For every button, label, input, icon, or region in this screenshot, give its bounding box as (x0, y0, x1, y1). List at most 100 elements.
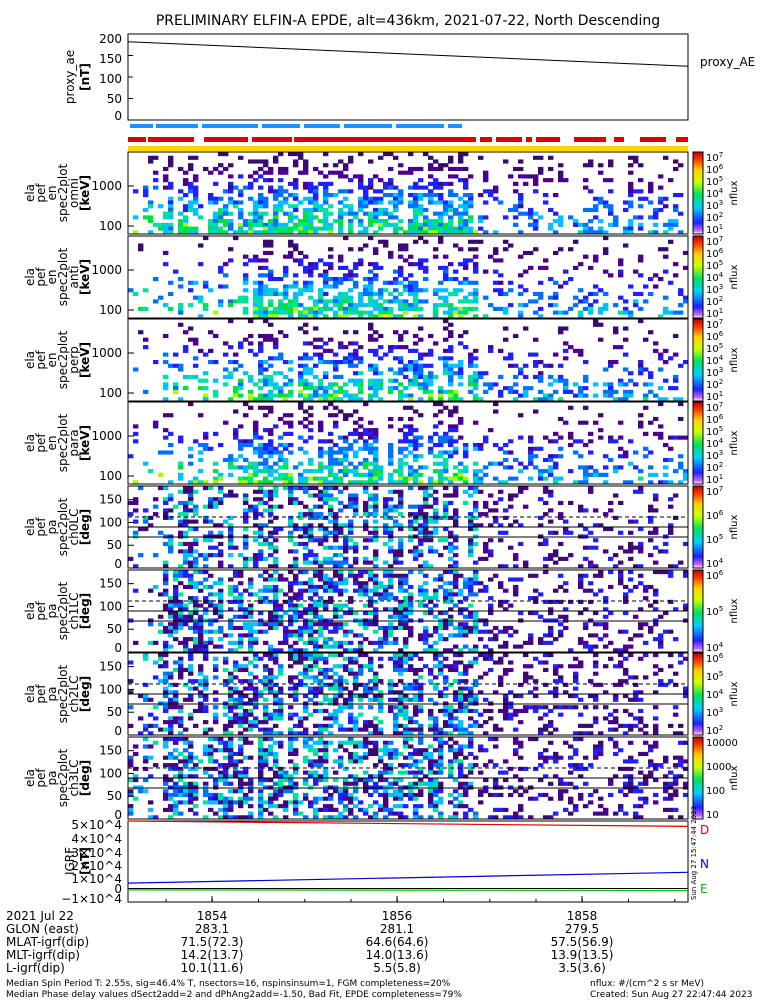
heatmap-cell (608, 389, 614, 394)
heatmap-cell (568, 345, 574, 350)
heatmap-cell (573, 439, 579, 444)
heatmap-cell (533, 155, 539, 160)
heatmap-cell (608, 527, 614, 532)
heatmap-cell (268, 389, 274, 394)
heatmap-cell (308, 675, 314, 680)
heatmap-cell (538, 166, 544, 172)
heatmap-cell (558, 222, 564, 227)
heatmap-cell (323, 480, 329, 485)
heatmap-cell (353, 588, 359, 593)
heatmap-cell (343, 189, 349, 194)
heatmap-cell (548, 374, 554, 380)
heatmap-cell (428, 439, 434, 444)
heatmap-cell (288, 694, 294, 699)
heatmap-cell (503, 564, 509, 569)
heatmap-cell (193, 611, 199, 616)
heatmap-cell (483, 588, 489, 593)
heatmap-cell (398, 196, 404, 201)
heatmap-cell (473, 644, 479, 649)
heatmap-cell (353, 215, 359, 220)
heatmap-cell (293, 497, 299, 502)
heatmap-cell (458, 472, 464, 477)
heatmap-cell (278, 291, 284, 297)
heatmap-cell (358, 247, 364, 252)
heatmap-cell (358, 356, 364, 361)
heatmap-cells (133, 319, 689, 402)
heatmap-cell (203, 443, 209, 448)
heatmap-cell (393, 549, 399, 554)
heatmap-cell (303, 330, 309, 335)
heatmap-cell (268, 644, 274, 649)
heatmap-cell (338, 303, 344, 308)
heatmap-cell (408, 262, 414, 267)
heatmap-cell (368, 428, 374, 433)
heatmap-cell (318, 446, 324, 451)
heatmap-cell (628, 170, 634, 175)
heatmap-cell (363, 446, 369, 451)
heatmap-cell (463, 230, 469, 235)
heatmap-cell (393, 614, 399, 619)
heatmap-cell (258, 222, 264, 227)
heatmap-cell (308, 637, 314, 642)
heatmap-cell (213, 534, 219, 539)
heatmap-cell (538, 472, 544, 477)
heatmap-cell (538, 476, 544, 481)
heatmap-cell (218, 592, 224, 597)
heatmap-cell (178, 465, 184, 470)
heatmap-cell (303, 163, 309, 168)
heatmap-cell (273, 450, 279, 455)
heatmap-cell (253, 472, 259, 477)
heatmap-cell (538, 592, 544, 597)
heatmap-cell (288, 515, 294, 520)
heatmap-cell (468, 363, 474, 368)
heatmap-cell (603, 247, 609, 252)
heatmap-cell (343, 310, 349, 315)
heatmap-cell (298, 258, 304, 263)
heatmap-cell (458, 306, 464, 311)
heatmap-cell (553, 480, 559, 485)
heatmap-cell (468, 356, 474, 361)
heatmap-cell (313, 629, 319, 634)
heatmap-cell (128, 556, 134, 561)
heatmap-cell (323, 618, 329, 623)
heatmap-cell (398, 527, 404, 532)
heatmap-cell (263, 306, 269, 311)
heatmap-cell (153, 155, 159, 160)
heatmap-cell (343, 356, 349, 361)
heatmap-cell (313, 337, 319, 342)
heatmap-cell (178, 664, 184, 669)
heatmap-cell (628, 644, 634, 649)
heatmap-cell (278, 386, 284, 391)
heatmap-cell (138, 731, 144, 736)
heatmap-cell (333, 420, 339, 425)
heatmap-cell (358, 592, 364, 597)
heatmap-cell (398, 614, 404, 619)
heatmap-cell (448, 493, 454, 498)
heatmap-cell (383, 352, 389, 357)
heatmap-cell (443, 204, 449, 209)
heatmap-cell (258, 393, 264, 398)
heatmap-cell (313, 310, 319, 315)
heatmap-cell (278, 686, 284, 691)
heatmap-cell (243, 413, 249, 418)
heatmap-cell (163, 486, 169, 491)
heatmap-cell (323, 644, 329, 649)
heatmap-cell (463, 607, 469, 612)
heatmap-cell (333, 629, 339, 634)
heatmap-cell (343, 648, 349, 653)
heatmap-cell (153, 360, 159, 365)
heatmap-cell (388, 345, 394, 350)
heatmap-cell (163, 573, 169, 578)
heatmap-cell (413, 519, 419, 524)
heatmap-cell (683, 573, 689, 578)
heatmap-cell (418, 178, 424, 183)
heatmap-cell (248, 622, 254, 627)
heatmap-cell (413, 222, 419, 227)
heatmap-cell (443, 637, 449, 642)
heatmap-cell (303, 607, 309, 612)
heatmap-cell (263, 170, 269, 175)
proxy-ae-ytick: 150 (99, 52, 122, 66)
heatmap-cell (648, 389, 654, 394)
heatmap-cell (293, 690, 299, 695)
